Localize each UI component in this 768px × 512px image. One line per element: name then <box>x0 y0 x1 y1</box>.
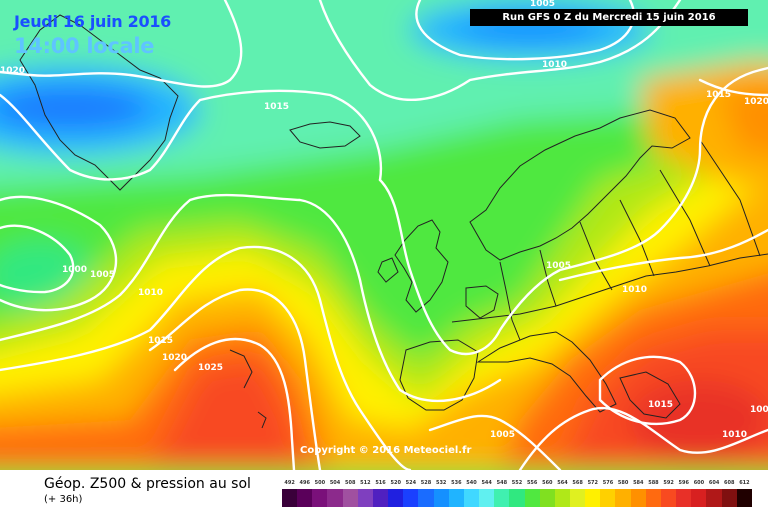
isobar-label: 1015 <box>648 400 673 410</box>
color-scale-label: 536 <box>451 480 462 486</box>
color-scale-label: 548 <box>496 480 508 486</box>
color-scale-swatch <box>554 489 570 507</box>
color-scale-swatch <box>691 489 707 507</box>
color-scale-label: 596 <box>678 480 689 486</box>
color-scale-swatch <box>645 489 661 507</box>
color-scale-label: 516 <box>375 480 386 486</box>
run-info-box: Run GFS 0 Z du Mercredi 15 juin 2016 <box>470 9 748 26</box>
isobar-labels: 1005 1010 1015 1020 1000 1005 1010 1015 … <box>0 0 768 440</box>
color-scale-swatch <box>327 489 343 507</box>
color-scale-swatch <box>509 489 525 507</box>
color-scale-swatch <box>463 489 480 507</box>
color-scale-label: 576 <box>602 480 614 486</box>
forecast-date: Jeudi 16 juin 2016 <box>14 12 171 31</box>
color-scale-label: 612 <box>739 480 750 486</box>
isobar-label: 1020 <box>0 66 25 76</box>
color-scale-label: 528 <box>420 480 432 486</box>
isobar-label: 1010 <box>138 288 163 298</box>
legend-title: Géop. Z500 & pression au sol <box>44 476 251 492</box>
color-scale-label: 504 <box>329 480 341 486</box>
forecast-time: 14:00 locale <box>14 34 155 58</box>
color-scale-label: 560 <box>542 480 553 486</box>
color-scale-label: 532 <box>435 480 447 486</box>
isobar-label: 1005 <box>90 270 115 280</box>
isobar-label: 1025 <box>198 363 223 373</box>
color-scale-swatch <box>418 489 434 507</box>
color-scale-swatch <box>615 489 631 507</box>
color-scale-bar <box>282 489 752 507</box>
color-scale-label: 508 <box>345 480 356 486</box>
color-scale-label: 608 <box>724 480 735 486</box>
color-scale-label: 592 <box>663 480 674 486</box>
color-scale-swatch <box>736 489 752 507</box>
color-scale-swatch <box>479 489 495 507</box>
color-scale-swatch <box>403 489 419 507</box>
color-scale-label: 496 <box>299 480 310 486</box>
color-scale-label: 552 <box>511 480 523 486</box>
color-scale-swatch <box>433 489 449 507</box>
color-scale-swatch <box>524 489 540 507</box>
color-scale-label: 544 <box>481 480 492 486</box>
color-scale-label: 604 <box>708 480 720 486</box>
color-scale-swatch <box>676 489 692 507</box>
color-scale-label: 584 <box>633 480 644 486</box>
color-scale-swatch <box>494 489 510 507</box>
color-scale-label: 524 <box>405 480 417 486</box>
isobar-label: 1020 <box>162 353 187 363</box>
color-scale-swatch <box>585 489 601 507</box>
color-scale-label: 520 <box>390 480 401 486</box>
isobar-label: 1010 <box>722 430 747 440</box>
color-scale-swatch <box>600 489 616 507</box>
color-scale-swatch <box>297 489 313 507</box>
color-scale-label: 580 <box>617 480 629 486</box>
color-scale-label: 588 <box>648 480 659 486</box>
isobar-lines <box>0 0 768 470</box>
copyright-notice: Copyright © 2016 Meteociel.fr <box>300 445 472 456</box>
color-scale-swatch <box>660 489 677 507</box>
isobar-label: 1015 <box>148 336 173 346</box>
geopotential-map: 1005 1010 1015 1020 1000 1005 1010 1015 … <box>0 0 768 470</box>
color-scale-label: 556 <box>526 480 538 486</box>
color-scale-label: 572 <box>587 480 599 486</box>
isobar-label: 1005 <box>546 261 571 271</box>
isobar-label: 1010 <box>622 285 647 295</box>
isobar-label: 1005 <box>530 0 555 9</box>
color-scale-label: 568 <box>572 480 583 486</box>
color-scale-swatch <box>388 489 404 507</box>
color-scale-swatch <box>721 489 737 507</box>
color-scale-swatch <box>539 489 555 507</box>
color-scale-labels: 492 496 500 504 508 512 516 520 524 528 532 536 540 5… <box>282 480 752 489</box>
coastlines <box>19 14 768 429</box>
z500-color-field <box>0 0 768 470</box>
isobar-label: 1010 <box>542 60 567 70</box>
color-scale-swatch <box>630 489 646 507</box>
color-scale-label: 600 <box>693 480 705 486</box>
color-scale-label: 492 <box>284 480 295 486</box>
color-scale-label: 540 <box>466 480 477 486</box>
color-scale-label: 564 <box>557 480 568 486</box>
color-scale-swatch <box>312 489 328 507</box>
color-scale-label: 512 <box>360 480 371 486</box>
color-scale-label: 500 <box>314 480 326 486</box>
color-scale-swatch <box>282 489 298 507</box>
legend-subtitle: (+ 36h) <box>44 494 83 505</box>
isobar-label: 1005 <box>750 405 768 415</box>
isobar-label: 1005 <box>490 430 515 440</box>
color-scale-swatch <box>569 489 586 507</box>
color-scale-swatch <box>448 489 464 507</box>
color-scale-swatch <box>357 489 373 507</box>
color-scale-swatch <box>706 489 722 507</box>
color-scale-swatch <box>372 489 389 507</box>
isobar-label: 1020 <box>744 97 768 107</box>
isobar-label: 1015 <box>706 90 731 100</box>
color-scale-swatch <box>342 489 358 507</box>
isobar-label: 1015 <box>264 102 289 112</box>
isobar-label: 1000 <box>62 265 87 275</box>
